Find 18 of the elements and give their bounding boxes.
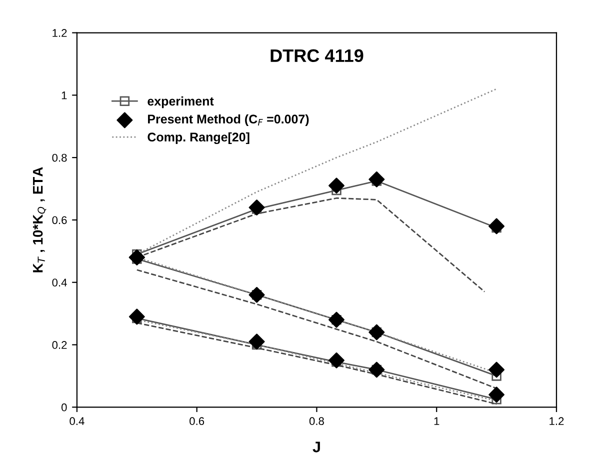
legend-label: Present Method (C$_{F}$ =0.007) <box>148 114 309 126</box>
x-tick-label: 0.4 <box>70 417 84 426</box>
y-tick-label: 1.2 <box>52 29 67 37</box>
x-tick-label: 0.6 <box>190 417 204 426</box>
y-tick-label: 0.4 <box>52 278 67 286</box>
x-tick-label: 1.2 <box>550 417 564 425</box>
y-tick-label: 0.8 <box>52 154 67 162</box>
x-axis-title: J <box>312 442 320 452</box>
y-tick-label: 0 <box>61 403 67 412</box>
y-tick-label: 1 <box>62 92 67 100</box>
x-tick-label: 1 <box>434 417 440 425</box>
x-tick-label: 0.8 <box>309 417 324 426</box>
legend-label: Comp. Range[20] <box>148 132 250 144</box>
y-axis-title: K$_{T}$ , 10*K$_{Q}$ , ETA <box>32 167 46 272</box>
y-tick-label: 0.6 <box>52 216 67 224</box>
y-tick-label: 0.2 <box>52 341 67 349</box>
text: DTRC 4119 <box>270 49 364 62</box>
legend-label: experiment <box>148 96 214 108</box>
